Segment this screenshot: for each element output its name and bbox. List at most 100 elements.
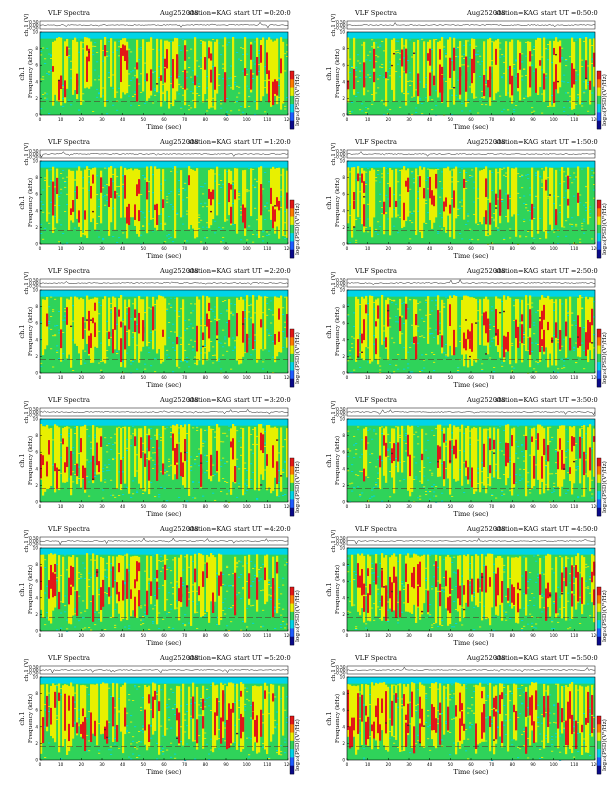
spectrogram-speckle	[491, 337, 494, 339]
spectrogram-speckle	[50, 70, 53, 71]
spectrogram-speckle	[170, 41, 173, 43]
spectrogram-core	[571, 63, 574, 74]
spectrogram-speckle	[268, 334, 271, 336]
spectrogram-speckle	[224, 683, 227, 685]
spectrogram-speckle	[220, 459, 223, 461]
spectrogram-speckle	[54, 325, 57, 327]
spectrogram-speckle	[284, 222, 287, 224]
colorbar-segment	[597, 482, 601, 492]
spectrogram-burst	[419, 166, 422, 233]
spectrogram-speckle	[154, 604, 157, 606]
spectrogram-core	[417, 564, 420, 585]
spectrogram-core	[591, 308, 594, 326]
spectrogram-speckle	[569, 101, 572, 103]
spectrogram-speckle	[535, 464, 538, 466]
spectrogram-speckle	[204, 325, 207, 326]
spectrogram-speckle	[387, 433, 390, 435]
spectrogram-core	[136, 561, 139, 582]
spectrogram-burst	[435, 554, 438, 624]
spectrogram-speckle	[118, 471, 121, 473]
x-tick-label: 110	[263, 246, 271, 251]
spectrogram-speckle	[477, 468, 480, 470]
spectrogram-speckle	[44, 567, 47, 569]
spectrogram-core	[393, 443, 396, 462]
spectrogram-dark-streak	[184, 451, 187, 454]
spectrogram-speckle	[178, 367, 181, 369]
spectrogram-speckle	[212, 346, 215, 348]
spectrogram-speckle	[473, 592, 476, 593]
spectrogram-core	[152, 696, 155, 719]
spectrogram-speckle	[523, 456, 526, 457]
x-tick-label: 40	[120, 633, 126, 638]
spectrogram-dark-streak	[437, 461, 440, 463]
spectrogram-speckle	[112, 444, 115, 445]
spectrogram-speckle	[224, 740, 227, 742]
waveform-line	[346, 666, 596, 673]
spectrogram-speckle	[178, 180, 181, 181]
colorbar-segment	[290, 474, 294, 484]
spectrogram-speckle	[393, 209, 396, 210]
spectrogram-burst	[282, 168, 285, 237]
spectrogram-speckle	[575, 39, 578, 41]
spectrogram-speckle	[469, 57, 472, 59]
spectrogram-speckle	[479, 55, 482, 57]
spectrogram-speckle	[72, 452, 75, 454]
spectrogram-speckle	[196, 611, 199, 613]
spectrogram-speckle	[587, 603, 590, 605]
spectrogram-speckle	[184, 625, 187, 627]
spectrogram-speckle	[403, 57, 406, 59]
spectrogram-core	[84, 722, 87, 752]
spectrogram-speckle	[513, 108, 516, 110]
spectrogram-burst	[453, 295, 456, 344]
panel-title: VLF Spectra	[48, 9, 90, 17]
spectrogram-burst	[549, 299, 552, 354]
spectrogram-dark-streak	[106, 736, 109, 739]
spectrogram-burst	[128, 426, 131, 494]
spectrogram-burst	[569, 296, 572, 346]
spectrogram-burst	[62, 428, 65, 483]
spectrogram-speckle	[136, 742, 139, 744]
spectrogram-burst	[461, 299, 464, 355]
spectrogram-speckle	[140, 49, 143, 51]
spectrogram-speckle	[547, 195, 550, 197]
spectrogram-speckle	[102, 470, 105, 472]
spectrogram-speckle	[443, 587, 446, 589]
spectrogram-speckle	[74, 433, 77, 435]
spectrogram-speckle	[583, 350, 586, 352]
spectrogram-core	[186, 585, 189, 603]
spectrogram-speckle	[60, 694, 63, 696]
spectrogram-speckle	[250, 479, 253, 480]
spectrogram-speckle	[561, 47, 564, 49]
spectrogram-speckle	[204, 441, 207, 443]
spectrogram-speckle	[437, 168, 440, 170]
spectrogram-speckle	[106, 445, 109, 447]
colorbar-segment	[290, 491, 294, 500]
spectrogram-speckle	[70, 104, 73, 106]
spectrogram-speckle	[44, 180, 47, 181]
spectrogram-panel: VLF Spectra Aug252008 station=KAG start UT …	[315, 9, 608, 133]
spectrogram-speckle	[230, 65, 233, 67]
spectrogram-speckle	[395, 364, 398, 366]
spectrogram-speckle	[513, 68, 516, 70]
spectrogram-speckle	[593, 301, 596, 303]
spectrogram-speckle	[172, 627, 175, 629]
spectrogram-speckle	[367, 442, 370, 444]
spectrogram-speckle	[591, 176, 594, 178]
spectrogram-speckle	[162, 751, 165, 753]
spectrogram-dark-streak	[573, 460, 576, 463]
x-tick-label: 100	[550, 117, 558, 122]
spectrogram-speckle	[503, 108, 506, 110]
spectrogram-burst	[539, 424, 542, 495]
spectrogram-speckle	[533, 70, 536, 72]
spectrogram-speckle	[373, 308, 376, 310]
spectrogram-burst	[76, 426, 79, 485]
spectrogram-speckle	[387, 79, 390, 81]
spectrogram-speckle	[212, 39, 215, 40]
spectrogram-speckle	[543, 556, 546, 558]
spectrogram-speckle	[192, 497, 195, 499]
spectrogram-speckle	[196, 86, 199, 88]
spectrogram-speckle	[190, 717, 193, 719]
spectrogram-speckle	[160, 439, 163, 441]
spectrogram-speckle	[98, 589, 101, 591]
